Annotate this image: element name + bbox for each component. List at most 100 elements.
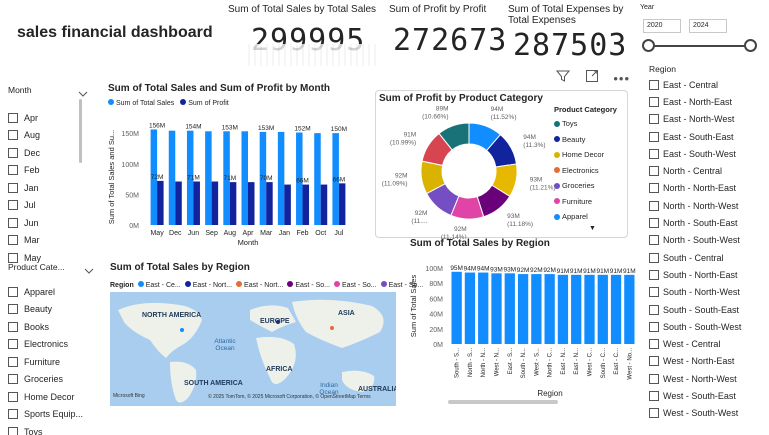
region-item[interactable]: North - South-West [649, 232, 767, 249]
bar-profit[interactable] [193, 181, 200, 225]
checkbox[interactable] [649, 252, 659, 263]
focus-mode-icon[interactable] [585, 69, 599, 88]
month-item[interactable]: Aug [8, 127, 88, 145]
bar-region-sales[interactable] [491, 273, 502, 344]
more-options-icon[interactable]: ••• [613, 70, 630, 86]
region-item[interactable]: West - South-East [649, 387, 767, 404]
bar-region-sales[interactable] [557, 274, 569, 344]
month-item[interactable]: Dec [8, 144, 88, 162]
region-item[interactable]: West - South-West [649, 405, 767, 422]
donut-legend-item[interactable]: Furniture [554, 194, 628, 210]
region-item[interactable]: South - South-West [649, 318, 767, 335]
category-item[interactable]: Toys [8, 423, 98, 435]
checkbox[interactable] [8, 409, 18, 420]
map-legend-item[interactable]: East - Nort... [236, 281, 283, 289]
region-item[interactable]: West - North-East [649, 353, 767, 370]
checkbox[interactable] [8, 286, 18, 297]
bar-total-sales[interactable] [223, 131, 230, 225]
bar-region-sales[interactable] [478, 272, 489, 344]
checkbox[interactable] [649, 148, 659, 159]
region-item[interactable]: North - North-West [649, 197, 767, 214]
bar-profit[interactable] [248, 182, 255, 225]
chevron-down-icon[interactable] [84, 262, 94, 280]
checkbox[interactable] [649, 114, 659, 125]
month-chart-card[interactable]: Sum of Total Sales and Sum of Profit by … [108, 83, 353, 253]
category-item[interactable]: Electronics [8, 336, 98, 354]
map-legend-item[interactable]: East - So... [380, 281, 423, 289]
checkbox[interactable] [649, 390, 659, 401]
bar-total-sales[interactable] [150, 129, 158, 225]
donut-legend-item[interactable]: Groceries [554, 178, 628, 194]
region-item[interactable]: East - Central [649, 76, 767, 93]
checkbox[interactable] [8, 217, 18, 228]
horizontal-scrollbar[interactable] [448, 400, 558, 404]
region-item[interactable]: East - South-East [649, 128, 767, 145]
bar-region-sales[interactable] [571, 274, 582, 344]
bar-total-sales[interactable] [332, 133, 339, 225]
checkbox[interactable] [649, 131, 659, 142]
bar-profit[interactable] [211, 181, 219, 225]
region-item[interactable]: South - Central [649, 249, 767, 266]
category-item[interactable]: Home Decor [8, 388, 98, 406]
bar-total-sales[interactable] [205, 131, 212, 225]
checkbox[interactable] [649, 166, 659, 177]
bar-region-sales[interactable] [624, 274, 635, 344]
checkbox[interactable] [8, 252, 18, 263]
checkbox[interactable] [8, 304, 18, 315]
region-item[interactable]: South - North-West [649, 284, 767, 301]
map-legend-item[interactable]: East - Ce... [137, 281, 181, 289]
bar-profit[interactable] [157, 180, 164, 225]
bar-total-sales[interactable] [314, 133, 321, 225]
profit-category-card[interactable]: Sum of Profit by Product Category 94M (11… [375, 90, 628, 239]
bar-region-sales[interactable] [584, 274, 595, 344]
bar-profit[interactable] [266, 182, 273, 225]
checkbox[interactable] [649, 79, 659, 90]
month-item[interactable]: Jan [8, 179, 88, 197]
year-range-handle-start[interactable] [642, 39, 655, 52]
bar-region-sales[interactable] [451, 271, 462, 344]
checkbox[interactable] [8, 426, 18, 435]
region-item[interactable]: West - North-West [649, 370, 767, 387]
checkbox[interactable] [649, 218, 659, 229]
checkbox[interactable] [649, 200, 659, 211]
donut-legend-item[interactable]: Beauty [554, 132, 628, 148]
bar-region-sales[interactable] [597, 274, 608, 344]
year-to-input[interactable]: 2024 [689, 19, 727, 33]
year-range-handle-end[interactable] [744, 39, 757, 52]
region-item[interactable]: North - North-East [649, 180, 767, 197]
legend-item[interactable]: Sum of Profit [180, 99, 229, 107]
checkbox[interactable] [649, 235, 659, 246]
month-item[interactable]: Feb [8, 162, 88, 180]
region-item[interactable]: North - South-East [649, 214, 767, 231]
region-item[interactable]: West - Central [649, 335, 767, 352]
category-item[interactable]: Apparel [8, 283, 98, 301]
donut-slice[interactable] [438, 122, 470, 151]
region-item[interactable]: North - Central [649, 162, 767, 179]
checkbox[interactable] [649, 356, 659, 367]
checkbox[interactable] [649, 96, 659, 107]
checkbox[interactable] [8, 374, 18, 385]
donut-legend-item[interactable]: Electronics [554, 163, 628, 179]
donut-legend-item[interactable]: Home Decor [554, 147, 628, 163]
donut-legend-item[interactable]: Apparel [554, 209, 628, 225]
checkbox[interactable] [8, 130, 18, 141]
month-slicer[interactable]: Month Apr Aug Dec Feb Jan Jul Jun Mar May [8, 85, 88, 263]
category-item[interactable]: Sports Equip... [8, 406, 98, 424]
bar-region-sales[interactable] [517, 274, 529, 344]
bar-total-sales[interactable] [241, 131, 249, 225]
month-item[interactable]: Apr [8, 109, 88, 127]
checkbox[interactable] [8, 391, 18, 402]
checkbox[interactable] [649, 287, 659, 298]
year-slicer[interactable]: Year 2020 2024 [640, 4, 764, 60]
bar-total-sales[interactable] [259, 131, 267, 225]
checkbox[interactable] [8, 112, 18, 123]
checkbox[interactable] [8, 147, 18, 158]
map-legend-item[interactable]: East - So... [287, 281, 330, 289]
region-item[interactable]: South - South-East [649, 301, 767, 318]
region-item[interactable]: East - North-West [649, 111, 767, 128]
checkbox[interactable] [8, 200, 18, 211]
region-item[interactable]: East - North-East [649, 93, 767, 110]
month-item[interactable]: Jun [8, 214, 88, 232]
category-item[interactable]: Beauty [8, 301, 98, 319]
map-legend-item[interactable]: East - Nort... [184, 281, 232, 289]
